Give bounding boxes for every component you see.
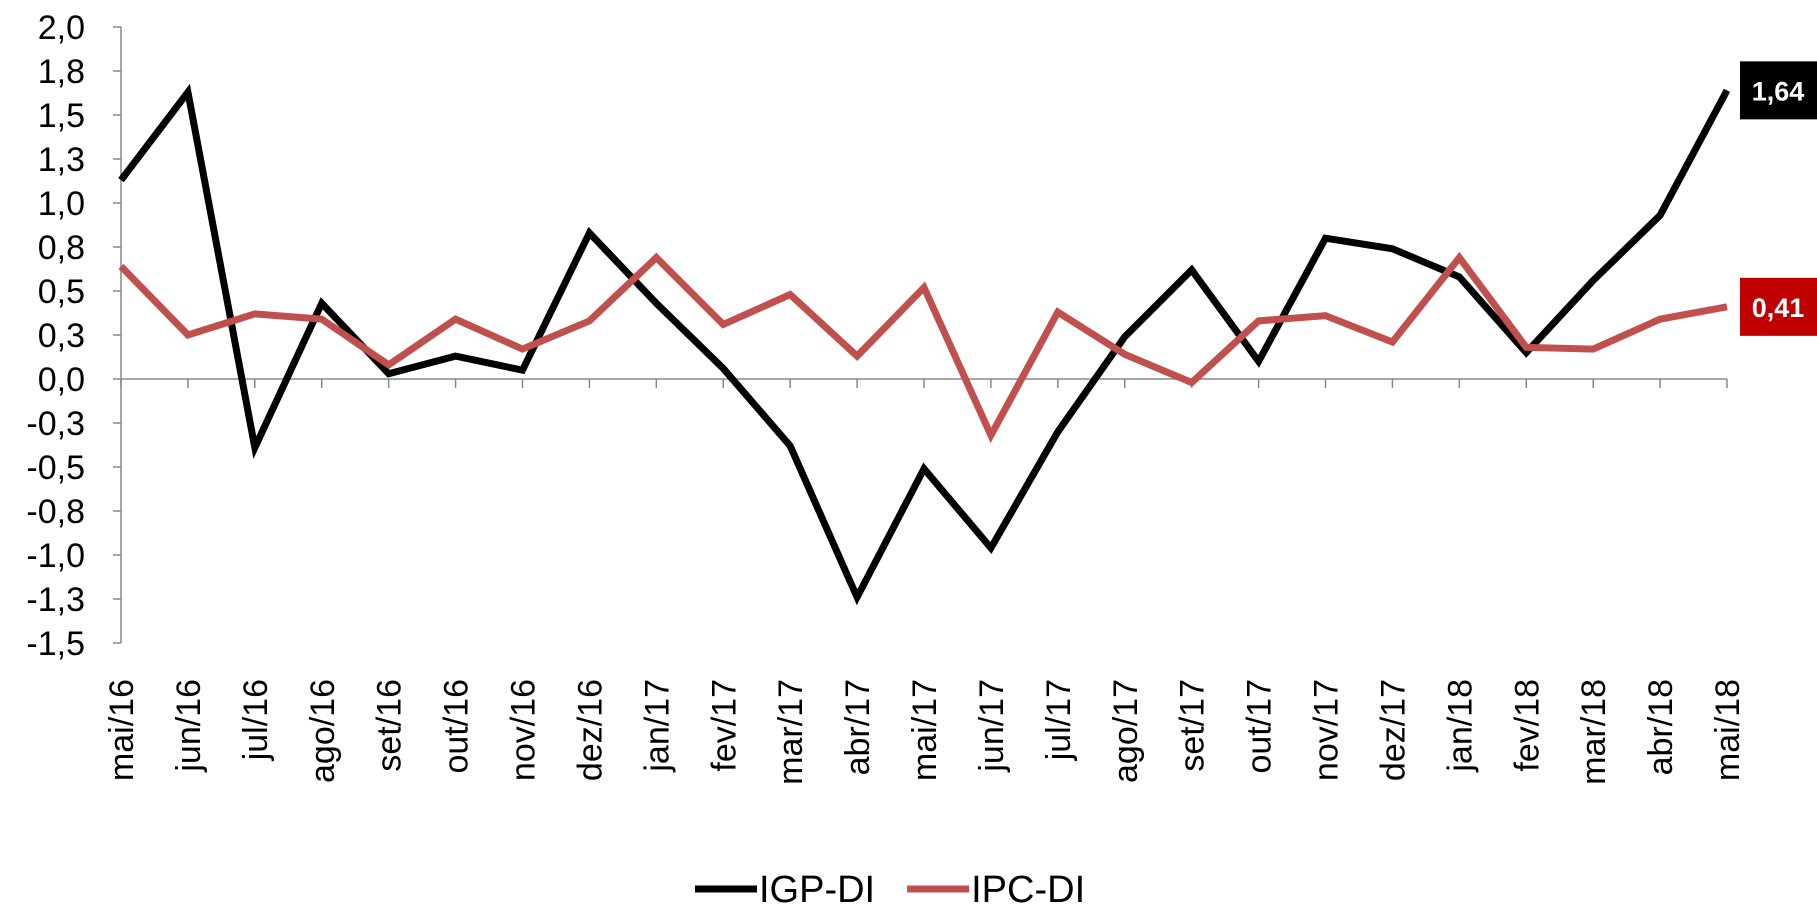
- y-tick-label: -0,3: [26, 405, 85, 443]
- legend-label: IPC-DI: [971, 869, 1085, 907]
- x-tick-label: ago/17: [1107, 679, 1145, 783]
- x-tick-label: mai/16: [103, 679, 141, 781]
- x-tick-label: jan/17: [638, 679, 676, 773]
- x-tick-label: out/17: [1241, 679, 1279, 774]
- x-tick-label: out/16: [438, 679, 476, 774]
- y-tick-label: 0,5: [38, 273, 85, 311]
- x-tick-label: dez/16: [571, 679, 609, 781]
- x-tick-label: jul/17: [1040, 679, 1078, 761]
- y-tick-label: 1,8: [38, 53, 85, 91]
- legend-label: IGP-DI: [759, 869, 875, 907]
- x-tick-label: jun/17: [973, 679, 1011, 773]
- y-tick-label: 0,8: [38, 229, 85, 267]
- y-tick-label: 1,3: [38, 141, 85, 179]
- x-tick-label: mar/18: [1575, 679, 1613, 785]
- x-tick-label: fev/18: [1508, 679, 1546, 772]
- x-tick-label: set/16: [371, 679, 409, 772]
- y-tick-label: 2,0: [38, 9, 85, 47]
- x-tick-label: ago/16: [304, 679, 342, 783]
- y-tick-label: -0,8: [26, 493, 85, 531]
- x-tick-label: set/17: [1174, 679, 1212, 772]
- value-label-box: [1740, 61, 1817, 120]
- x-tick-label: mai/18: [1709, 679, 1747, 781]
- y-tick-label: 0,0: [38, 361, 85, 399]
- x-tick-label: jun/16: [170, 679, 208, 773]
- x-tick-label: dez/17: [1374, 679, 1412, 781]
- line-series: [118, 251, 1728, 444]
- value-label-box: [1740, 277, 1817, 336]
- y-tick-label: -1,5: [26, 625, 85, 663]
- y-tick-label: -0,5: [26, 449, 85, 487]
- x-tick-label: mar/17: [772, 679, 810, 785]
- y-tick-label: -1,0: [26, 537, 85, 575]
- x-tick-label: mai/17: [906, 679, 944, 781]
- line-series: [118, 83, 1731, 606]
- x-tick-label: nov/16: [505, 679, 543, 781]
- x-tick-label: jul/16: [237, 679, 275, 761]
- x-tick-label: abr/18: [1642, 679, 1680, 775]
- y-tick-label: 0,3: [38, 317, 85, 355]
- y-tick-label: 1,0: [38, 185, 85, 223]
- x-tick-label: fev/17: [705, 679, 743, 772]
- value-label: 0,41: [1752, 293, 1805, 323]
- x-tick-label: abr/17: [839, 679, 877, 775]
- x-tick-label: nov/17: [1308, 679, 1346, 781]
- y-tick-label: -1,3: [26, 581, 85, 619]
- value-label: 1,64: [1752, 76, 1805, 106]
- y-tick-label: 1,5: [38, 97, 85, 135]
- x-tick-label: jan/18: [1441, 679, 1479, 773]
